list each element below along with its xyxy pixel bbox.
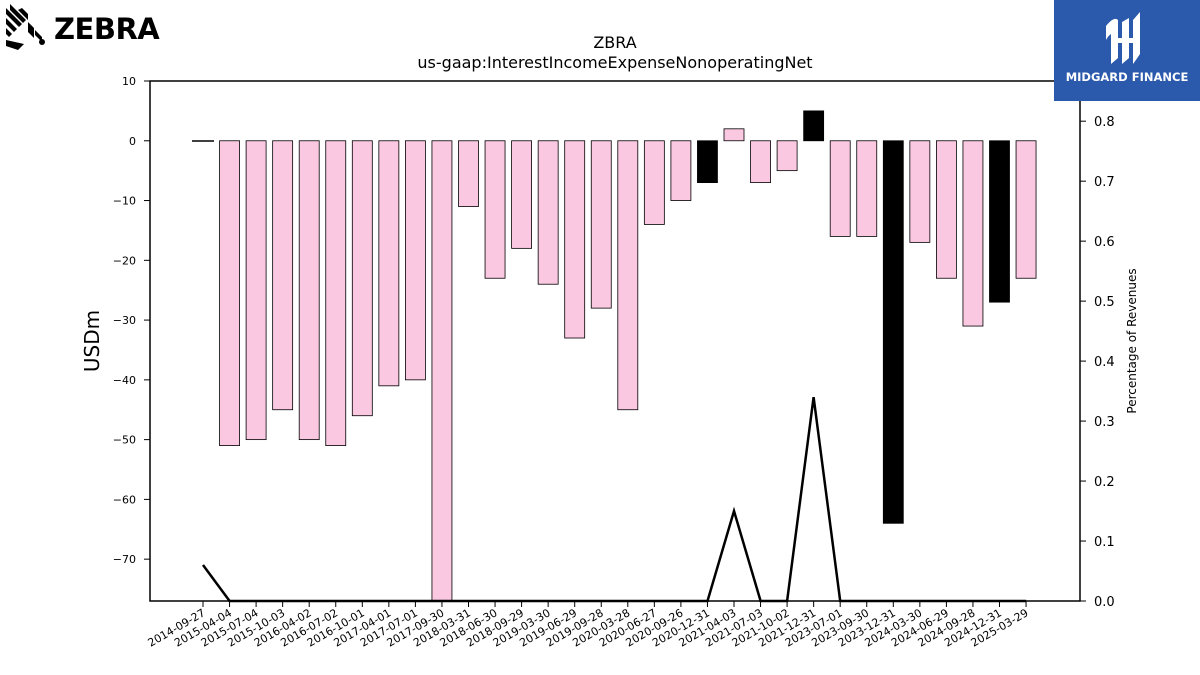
bar [617,140,639,411]
bar [537,140,559,285]
bar [590,140,612,309]
zebra-wordmark: ZEBRA [54,12,160,46]
y2-tick-label: 0.0 [1094,595,1115,610]
bar [431,140,453,602]
y2-tick-label: 0.4 [1094,355,1115,370]
y-tick-label: 0 [129,135,136,148]
y2-tick-label: 0.7 [1094,175,1115,190]
bar [219,140,240,446]
bar [936,140,957,279]
y2-axis-label: Percentage of Revenues [1125,268,1139,413]
chart-title: ZBRA [593,33,636,52]
y-tick-label: −50 [113,434,136,447]
y-tick-label: −70 [113,553,136,566]
bar [723,128,745,142]
y-tick-label: −30 [113,314,136,327]
y2-tick-label: 0.2 [1094,475,1115,490]
y-tick-label: −10 [113,195,136,208]
bar [378,140,400,387]
y2-tick-label: 0.5 [1094,295,1115,310]
bar [829,140,851,237]
bar [325,140,347,446]
y2-tick-label: 0.3 [1094,415,1115,430]
bar [697,140,718,184]
chart-subtitle: us-gaap:InterestIncomeExpenseNonoperatin… [417,53,812,72]
midgard-finance-logo: MIDGARD FINANCE [1054,0,1200,101]
bar [882,140,904,524]
bar [298,140,320,441]
y-axis-label: USDm [80,310,104,372]
bar [564,140,586,339]
bar [511,140,533,249]
bar [909,140,931,243]
plot-frame [149,80,1081,602]
bar [458,140,479,207]
bar [643,140,665,225]
bar [962,140,984,327]
bar [1015,140,1037,279]
bar [245,140,267,441]
zebra-head-icon [6,4,45,50]
bar [404,140,426,381]
bar [989,140,1010,303]
bar [750,140,771,184]
y-tick-label: −20 [113,254,136,267]
bar [484,140,506,279]
y-tick-label: −60 [113,493,136,506]
y2-tick-label: 0.6 [1094,235,1115,250]
midgard-wordmark: MIDGARD FINANCE [1065,70,1189,84]
midgard-mark-icon [1106,12,1140,64]
bar [272,140,294,411]
bar [856,140,878,237]
bar [670,140,692,201]
y2-tick-label: 0.8 [1094,115,1115,130]
bar [351,140,373,417]
y-tick-label: 10 [122,75,136,88]
bar [803,110,825,142]
bar [776,140,798,172]
y2-tick-label: 0.1 [1094,535,1115,550]
y-tick-label: −40 [113,374,136,387]
